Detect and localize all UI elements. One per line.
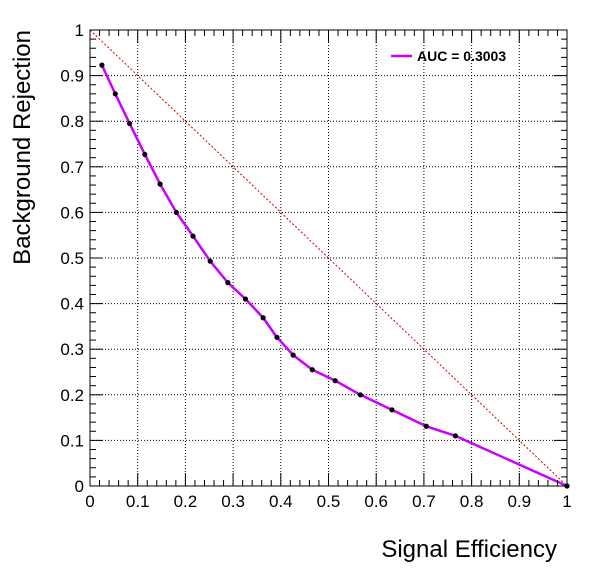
y-tick-label: 0: [75, 477, 84, 496]
legend: AUC = 0.3003: [391, 48, 506, 64]
data-point: [423, 423, 429, 429]
x-tick-label: 0.4: [269, 492, 293, 511]
y-axis-title: Background Rejection: [9, 30, 36, 265]
data-point: [126, 120, 133, 127]
data-point: [260, 315, 266, 321]
series-layer: [99, 62, 570, 489]
y-tick-label: 0.2: [60, 386, 84, 405]
x-tick-label: 0.9: [507, 492, 531, 511]
x-tick-label: 0.8: [460, 492, 484, 511]
data-point: [99, 62, 105, 68]
x-tick-label: 0.1: [126, 492, 150, 511]
y-tick-label: 0.4: [60, 295, 84, 314]
data-point: [173, 209, 179, 215]
x-tick-label: 1: [562, 492, 571, 511]
data-point: [225, 280, 231, 286]
data-point: [190, 233, 196, 239]
y-tick-label: 0.3: [60, 340, 84, 359]
reference-line: [89, 29, 568, 487]
x-tick-label: 0.5: [317, 492, 341, 511]
x-tick-label: 0: [85, 492, 94, 511]
x-tick-label: 0.2: [174, 492, 198, 511]
y-tick-label: 1: [75, 21, 84, 40]
data-point: [142, 151, 148, 158]
data-point: [357, 392, 364, 398]
y-tick-label: 0.9: [60, 67, 84, 86]
y-tick-label: 0.7: [60, 158, 84, 177]
data-point: [242, 296, 249, 302]
axis-ticks: [89, 29, 568, 487]
data-point: [290, 352, 296, 358]
data-point: [207, 258, 213, 264]
data-point: [157, 181, 163, 187]
data-point: [274, 334, 280, 340]
legend-entry: AUC = 0.3003: [417, 48, 506, 64]
data-point: [452, 433, 458, 439]
data-point: [332, 378, 338, 384]
y-tick-label: 0.1: [60, 431, 84, 450]
data-point: [389, 407, 395, 413]
y-tick-label: 0.8: [60, 112, 84, 131]
x-tick-label: 0.7: [412, 492, 436, 511]
data-point: [309, 367, 315, 373]
tick-labels: 0 0.1 0.2 0.3 0.4 0.5 0.6 0.7 0.8 0.9 1 0 0.1 0.2 0.3 0…: [60, 21, 571, 511]
x-tick-label: 0.3: [221, 492, 245, 511]
x-tick-label: 0.6: [364, 492, 388, 511]
data-point: [112, 91, 118, 97]
y-tick-label: 0.6: [60, 203, 84, 222]
series-line: [100, 64, 568, 488]
reference-diagonal: [89, 29, 568, 487]
y-tick-label: 0.5: [60, 249, 84, 268]
x-axis-title: Signal Efficiency: [381, 536, 557, 563]
